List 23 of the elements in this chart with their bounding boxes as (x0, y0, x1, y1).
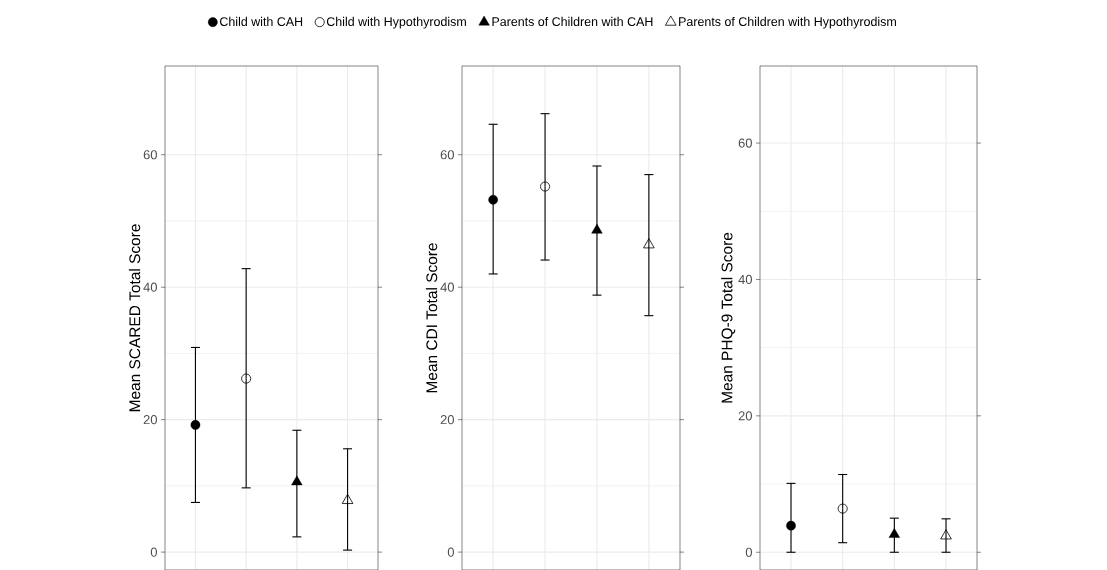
legend-label: Parents of Children with CAH (492, 16, 653, 27)
point (241, 373, 252, 384)
y-axis-title: Mean SCARED Total Score (128, 224, 141, 412)
y-tick-label: 60 (440, 150, 454, 160)
point (341, 493, 354, 504)
y-tick-label: 40 (440, 282, 454, 292)
y-tick-label: 40 (738, 274, 752, 285)
y-tick-label: 0 (745, 547, 752, 557)
y-tick-label: 0 (447, 547, 454, 557)
legend-label: Parents of Children with Hypothyrodism (679, 16, 896, 29)
y-tick-label: 60 (738, 138, 752, 148)
y-axis-title: Mean CDI Total Score (425, 243, 438, 393)
y-tick-label: 20 (440, 415, 454, 425)
y-tick-label: 60 (143, 150, 157, 160)
y-tick-label: 20 (143, 415, 157, 425)
y-axis-title: Mean PHQ-9 Total Score (721, 232, 736, 403)
point (291, 475, 303, 486)
legend-label: Child with Hypothyrodism (326, 16, 466, 29)
y-tick-label: 0 (150, 547, 157, 557)
y-tick-label: 20 (738, 411, 752, 421)
y-tick-label: 40 (143, 282, 157, 292)
point (190, 420, 201, 430)
legend-label: Child with CAH (220, 16, 303, 27)
